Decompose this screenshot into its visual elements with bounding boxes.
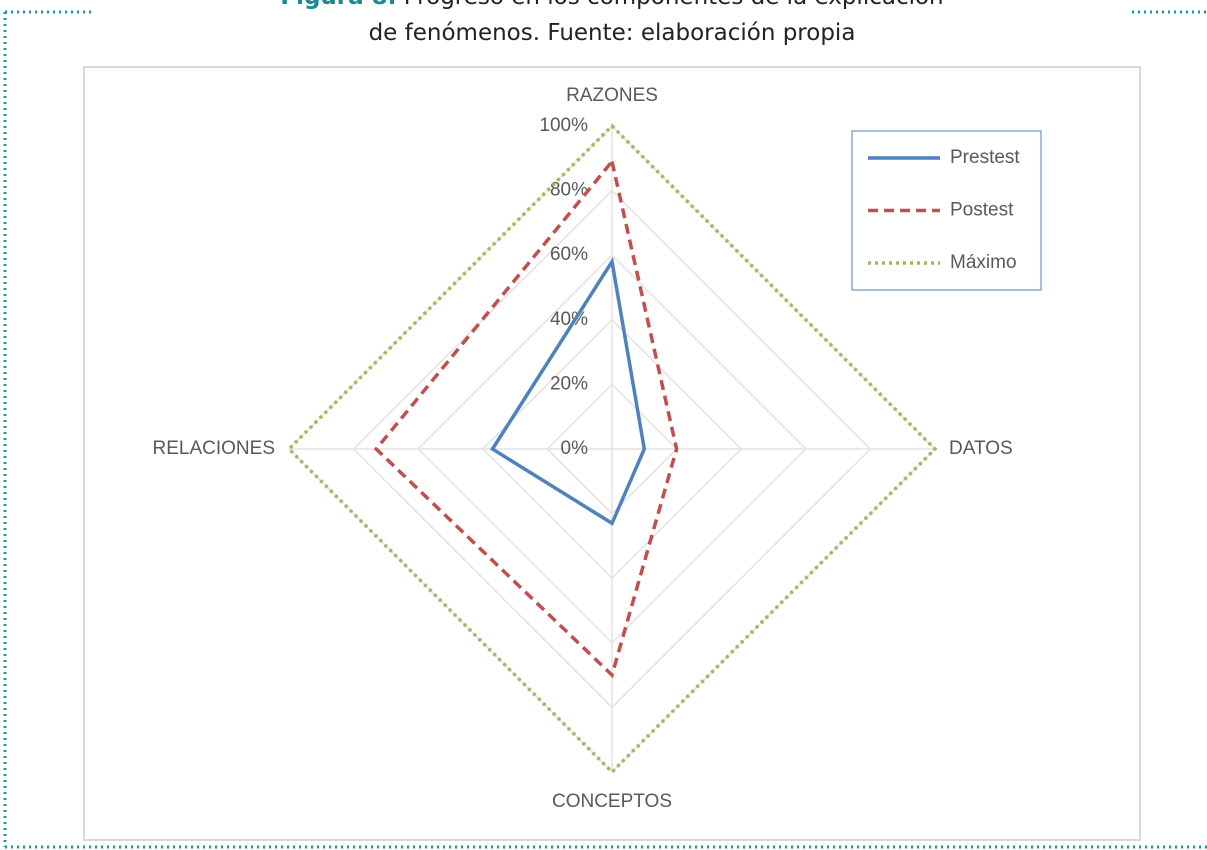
legend-label: Postest <box>950 200 1014 221</box>
r-tick-label: 60% <box>550 244 588 265</box>
series-line <box>490 256 647 526</box>
r-tick-label: 100% <box>539 115 588 136</box>
r-tick-label: 0% <box>561 438 589 459</box>
r-tick-label: 80% <box>550 180 588 201</box>
legend-label: Máximo <box>950 252 1017 273</box>
axis-label: CONCEPTOS <box>552 791 672 812</box>
caption-text: Progreso en los componentes de la explic… <box>404 0 944 10</box>
r-tick-label: 20% <box>550 373 588 394</box>
caption-label: Figura 8. <box>280 0 396 10</box>
series-line <box>373 157 679 679</box>
axis-label: DATOS <box>949 438 1013 459</box>
legend-label: Prestest <box>950 147 1020 168</box>
axis-label: RELACIONES <box>153 438 275 459</box>
caption-line: de fenómenos. Fuente: elaboración propia <box>369 20 856 46</box>
axis-label: RAZONES <box>566 85 658 106</box>
caption-line: Figura 8. Progreso en los componentes de… <box>280 0 943 10</box>
page-border <box>3 10 1207 849</box>
